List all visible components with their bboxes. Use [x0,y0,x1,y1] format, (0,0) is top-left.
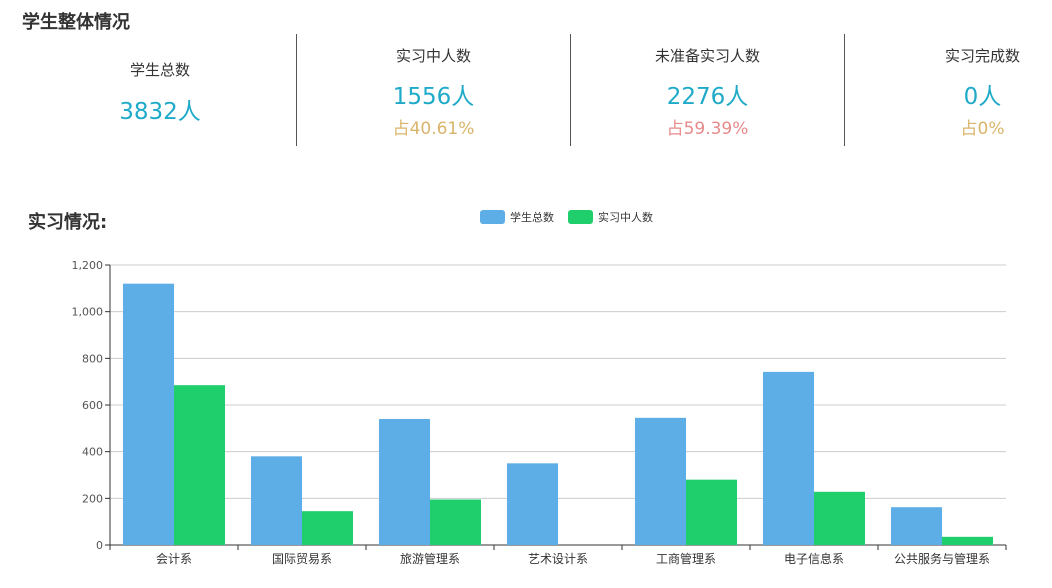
stat-interning: 实习中人数 1556人 占40.61% [296,34,570,146]
stat-value: 3832人 [119,99,201,125]
y-tick-label: 400 [82,446,103,459]
stat-label: 未准备实习人数 [654,47,760,65]
stat-value: 0人 [963,84,1002,110]
x-tick-label: 电子信息系 [784,551,844,566]
bar-interning [814,491,865,545]
stat-percentage: 占0% [960,119,1005,139]
x-tick-label: 艺术设计系 [528,552,588,566]
stat-percentage: 占59.39% [666,119,749,139]
legend-swatch [568,210,593,224]
bar-total-students [379,419,430,545]
bar-interning [174,385,225,545]
bar-total-students [123,283,174,545]
bar-interning [430,499,481,545]
stat-label: 学生总数 [129,61,190,79]
stat-percentage: 占40.61% [392,119,475,139]
bar-total-students [635,417,686,545]
bar-interning [942,536,993,545]
stat-value: 2276人 [666,84,749,110]
x-tick-label: 工商管理系 [656,551,716,566]
y-tick-label: 200 [82,492,103,505]
stat-completed: 实习完成数 0人 占0% [844,34,1050,146]
y-tick-label: 1,000 [72,306,104,319]
x-tick-label: 旅游管理系 [400,551,460,566]
legend-label: 学生总数 [510,210,554,224]
legend-swatch [480,210,505,224]
bar-interning [302,511,353,545]
bar-total-students [763,371,814,545]
legend-label: 实习中人数 [598,210,653,224]
bar-total-students [507,463,558,545]
chart-title: 实习情况: [28,212,108,233]
stat-label: 实习完成数 [944,47,1020,65]
stat-total-students: 学生总数 3832人 [24,34,296,146]
stats-row: 学生总数 3832人 实习中人数 1556人 占40.61% 未准备实习人数 2… [24,34,1052,146]
bar-total-students [251,456,302,545]
stat-not-prepared: 未准备实习人数 2276人 占59.39% [570,34,844,146]
bar-interning [686,479,737,545]
stat-label: 实习中人数 [395,47,471,65]
stat-value: 1556人 [392,84,475,110]
y-tick-label: 600 [82,399,103,412]
x-tick-label: 公共服务与管理系 [894,551,990,566]
y-tick-label: 1,200 [72,259,104,272]
y-tick-label: 0 [96,539,103,552]
x-tick-label: 会计系 [156,552,192,566]
y-tick-label: 800 [82,352,103,365]
page-title: 学生整体情况 [22,12,130,33]
bar-total-students [891,507,942,545]
x-tick-label: 国际贸易系 [272,552,332,566]
